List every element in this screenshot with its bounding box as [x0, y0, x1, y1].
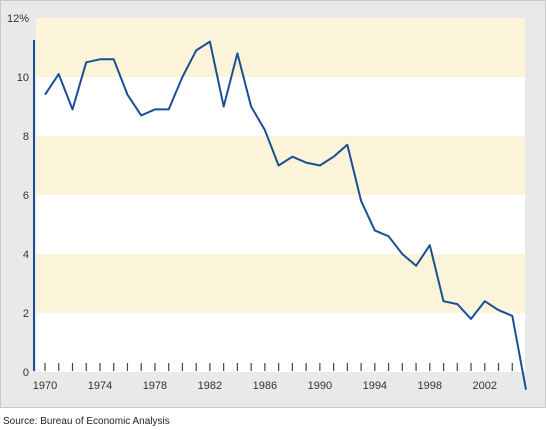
- y-tick-label: 10: [17, 72, 29, 84]
- y-tick-label: 8: [23, 131, 29, 143]
- grid-band: [36, 18, 525, 77]
- x-tick-label: 1998: [418, 380, 442, 392]
- grid-band: [36, 313, 525, 372]
- y-tick-label: 12%: [7, 13, 29, 25]
- x-tick-label: 1978: [143, 380, 167, 392]
- source-note: Source: Bureau of Economic Analysis: [3, 416, 170, 427]
- x-axis-ticks: 1970 1974 1978 1982 1986 1990 1994 1998 2002: [33, 363, 513, 392]
- y-tick-label: 6: [23, 190, 29, 202]
- series-line: [44, 40, 527, 390]
- grid-band: [36, 195, 525, 254]
- x-tick-label: 1986: [253, 380, 277, 392]
- x-tick-label: 1974: [88, 380, 112, 392]
- grid-band: [36, 136, 525, 195]
- y-tick-label: 4: [23, 249, 29, 261]
- x-tick-label: 1970: [33, 380, 57, 392]
- y-axis-ticks: 0 2 4 6 8 10 12%: [7, 13, 29, 379]
- y-tick-label: 0: [23, 367, 29, 379]
- x-tick-label: 1990: [308, 380, 332, 392]
- y-tick-label: 2: [23, 308, 29, 320]
- x-tick-label: 2002: [473, 380, 497, 392]
- grid-band: [36, 77, 525, 136]
- x-tick-label: 1994: [363, 380, 387, 392]
- grid-band: [36, 254, 525, 313]
- background-bands: [36, 18, 525, 372]
- x-tick-label: 1982: [198, 380, 222, 392]
